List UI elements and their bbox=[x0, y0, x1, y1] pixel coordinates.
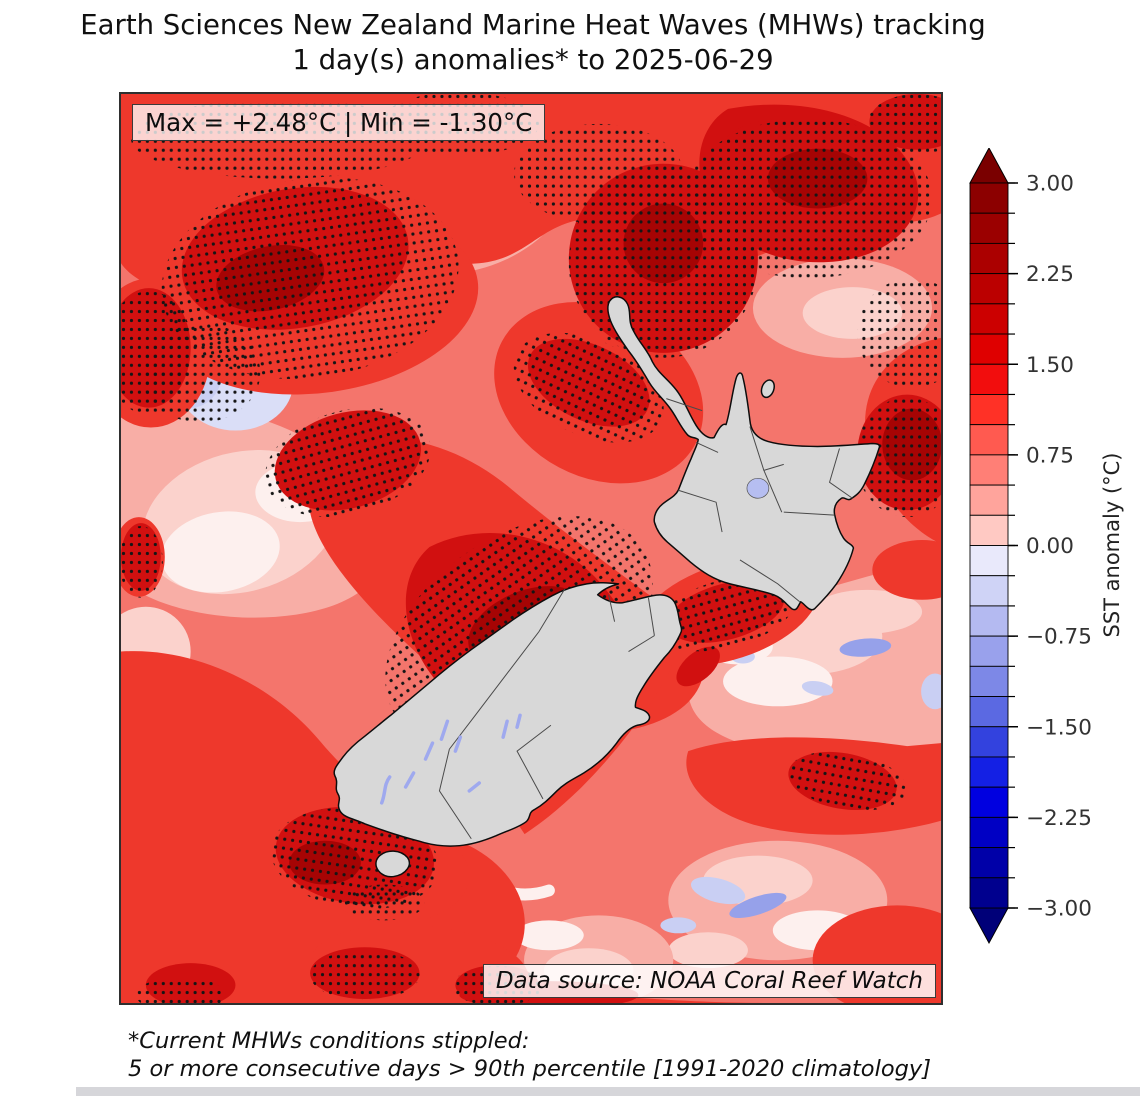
data-source-label: Data source: NOAA Coral Reef Watch bbox=[482, 964, 936, 998]
svg-text:3.00: 3.00 bbox=[1026, 172, 1074, 197]
svg-text:1.50: 1.50 bbox=[1026, 353, 1074, 378]
svg-text:−1.50: −1.50 bbox=[1026, 715, 1092, 740]
svg-text:2.25: 2.25 bbox=[1026, 262, 1074, 287]
svg-text:−0.75: −0.75 bbox=[1026, 625, 1092, 650]
title-line-2: 1 day(s) anomalies* to 2025-06-29 bbox=[292, 44, 774, 76]
footnote: *Current MHWs conditions stippled: 5 or … bbox=[128, 1028, 931, 1083]
title-line-1: Earth Sciences New Zealand Marine Heat W… bbox=[80, 9, 986, 41]
map-panel: Max = +2.48°C | Min = -1.30°C Data sourc… bbox=[119, 92, 943, 1005]
region-boundaries bbox=[438, 398, 853, 839]
sst-anomaly-map bbox=[121, 94, 941, 1003]
new-zealand-landmass bbox=[333, 296, 881, 878]
footnote-line-1: *Current MHWs conditions stippled: bbox=[128, 1028, 530, 1054]
figure-title: Earth Sciences New Zealand Marine Heat W… bbox=[0, 8, 1066, 78]
south-island bbox=[333, 581, 683, 847]
svg-text:0.75: 0.75 bbox=[1026, 443, 1074, 468]
colorbar-scale: 3.00 2.25 1.50 0.75 0.00 −0.75 −1.50 −2.25 −3.00 bbox=[969, 148, 1092, 945]
great-barrier-island bbox=[760, 379, 775, 399]
svg-text:−2.25: −2.25 bbox=[1026, 806, 1092, 831]
svg-text:−3.00: −3.00 bbox=[1026, 897, 1092, 922]
lake-taupo bbox=[746, 477, 770, 499]
bottom-gray-strip bbox=[76, 1087, 1140, 1096]
svg-text:0.00: 0.00 bbox=[1026, 534, 1074, 559]
footnote-line-2: 5 or more consecutive days > 90th percen… bbox=[128, 1055, 931, 1082]
stewart-island bbox=[375, 850, 411, 878]
north-island bbox=[607, 296, 881, 611]
colorbar-axis-label: SST anomaly (°C) bbox=[1100, 452, 1124, 638]
lakes bbox=[379, 477, 770, 805]
colorbar: 3.00 2.25 1.50 0.75 0.00 −0.75 −1.50 −2.25 −3.00 bbox=[968, 148, 1140, 948]
max-min-readout: Max = +2.48°C | Min = -1.30°C bbox=[132, 104, 546, 141]
